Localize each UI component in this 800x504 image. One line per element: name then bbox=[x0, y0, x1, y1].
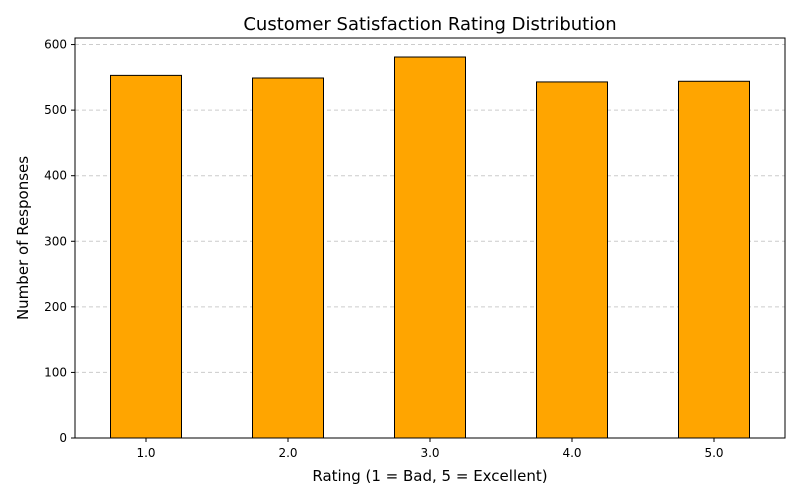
y-tick-label: 600 bbox=[44, 38, 67, 52]
y-tick-label: 0 bbox=[59, 431, 67, 445]
x-axis-title: Rating (1 = Bad, 5 = Excellent) bbox=[312, 467, 547, 485]
y-axis-title: Number of Responses bbox=[14, 156, 32, 320]
y-tick-label: 300 bbox=[44, 234, 67, 248]
y-tick-label: 200 bbox=[44, 300, 67, 314]
x-axis-ticks: 1.0 2.0 3.0 4.0 5.0 bbox=[136, 438, 724, 460]
bar-1 bbox=[110, 74, 182, 439]
y-axis-ticks: 0 100 200 300 400 500 600 bbox=[44, 38, 75, 445]
x-tick-label: 5.0 bbox=[704, 446, 723, 460]
x-tick-label: 4.0 bbox=[562, 446, 581, 460]
bar-2 bbox=[252, 77, 324, 439]
x-tick-label: 3.0 bbox=[420, 446, 439, 460]
bar-5 bbox=[678, 80, 750, 439]
y-tick-label: 100 bbox=[44, 365, 67, 379]
bars bbox=[110, 56, 750, 439]
x-tick-label: 1.0 bbox=[136, 446, 155, 460]
y-tick-label: 500 bbox=[44, 103, 67, 117]
chart-title: Customer Satisfaction Rating Distributio… bbox=[243, 14, 616, 35]
bar-3 bbox=[394, 56, 466, 439]
y-tick-label: 400 bbox=[44, 169, 67, 183]
x-tick-label: 2.0 bbox=[278, 446, 297, 460]
bar-4 bbox=[536, 81, 608, 439]
